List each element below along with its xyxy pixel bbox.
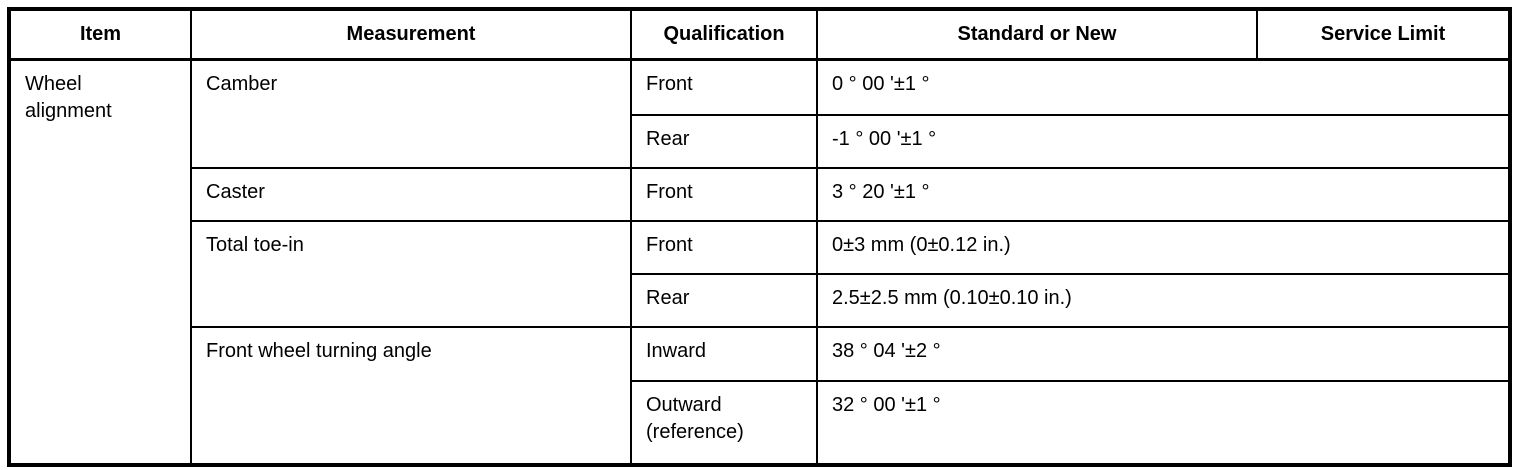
standard-value-cell: 32 ° 00 '±1 ° — [816, 380, 1511, 466]
standard-value-cell: -1 ° 00 '±1 ° — [816, 114, 1511, 169]
table-row: Front wheel turning angle Inward 38 ° 04… — [9, 326, 1511, 466]
wheel-alignment-spec-table: Item Measurement Qualification Standard … — [7, 7, 1512, 467]
standard-value-cell: 0 ° 00 '±1 ° — [816, 58, 1511, 116]
qualification-cell: Inward — [630, 326, 818, 382]
column-header-standard: Standard or New — [816, 8, 1258, 61]
table-row: Rear 2.5±2.5 mm (0.10±0.10 in.) — [9, 273, 1511, 328]
header-row: Item Measurement Qualification Standard … — [8, 8, 1511, 61]
standard-value-cell: 3 ° 20 '±1 ° — [816, 167, 1511, 222]
qualification-cell: Front — [630, 220, 818, 275]
table-row: Wheel alignment Camber Front 0 ° 00 '±1 … — [8, 58, 1511, 466]
table-row: Outward (reference) 32 ° 00 '±1 ° — [9, 380, 1511, 466]
standard-value-cell: 0±3 mm (0±0.12 in.) — [816, 220, 1511, 275]
column-header-qualification: Qualification — [630, 8, 818, 61]
column-header-item: Item — [8, 8, 192, 61]
column-header-service-limit: Service Limit — [1256, 8, 1511, 61]
qualification-cell: Front — [630, 58, 818, 116]
table-row: Rear -1 ° 00 '±1 ° — [9, 114, 1511, 169]
item-label: Wheel alignment — [25, 72, 112, 122]
table-row: Caster Front 3 ° 20 '±1 ° — [9, 167, 1511, 222]
measurement-cell-total-toe-in: Total toe-in — [190, 220, 632, 328]
standard-value-cell: 2.5±2.5 mm (0.10±0.10 in.) — [816, 273, 1511, 328]
measurement-cell-camber: Camber — [190, 58, 632, 169]
standard-value-cell: 38 ° 04 '±2 ° — [816, 326, 1511, 382]
item-cell-wheel-alignment: Wheel alignment — [8, 58, 192, 466]
measurement-cell-caster: Caster — [190, 167, 632, 222]
table-row: Total toe-in Front 0±3 mm (0±0.12 in.) — [9, 220, 1511, 328]
qualification-label: Outward (reference) — [646, 394, 744, 443]
qualification-cell: Rear — [630, 114, 818, 169]
qualification-cell: Rear — [630, 273, 818, 328]
qualification-cell: Front — [630, 167, 818, 222]
qualification-cell: Outward (reference) — [630, 380, 818, 466]
measurement-cell-front-wheel-turning-angle: Front wheel turning angle — [190, 326, 632, 466]
column-header-measurement: Measurement — [190, 8, 632, 61]
